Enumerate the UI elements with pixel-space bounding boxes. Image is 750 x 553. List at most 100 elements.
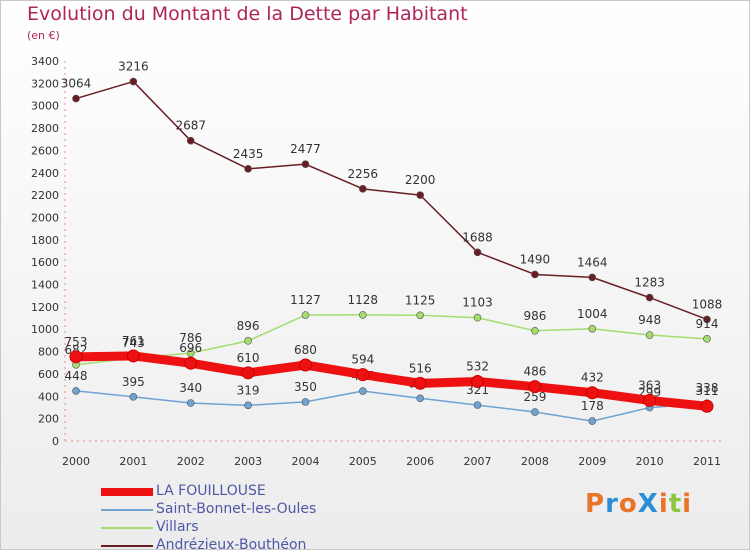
data-point-la-fouillouse	[585, 386, 599, 400]
y-tick-label: 3400	[31, 55, 59, 68]
data-label-la-fouillouse: 363	[638, 378, 661, 392]
legend-label: LA FOUILLOUSE	[156, 483, 266, 499]
data-label-saint-bonnet-les-oules: 395	[122, 375, 145, 389]
data-label-la-fouillouse: 432	[581, 371, 604, 385]
logo-letter: t	[668, 489, 683, 519]
data-point-saint-bonnet-les-oules	[129, 393, 138, 401]
data-point-la-fouillouse	[356, 368, 370, 382]
data-label-andr-zieux-bouth-on: 1490	[520, 252, 551, 266]
data-point-saint-bonnet-les-oules	[301, 398, 310, 406]
series-line-andr-zieux-bouth-on	[75, 80, 708, 321]
x-tick-label: 2003	[234, 455, 262, 468]
data-point-andr-zieux-bouth-on	[416, 191, 424, 199]
data-point-la-fouillouse	[528, 380, 542, 394]
data-label-saint-bonnet-les-oules: 178	[581, 399, 604, 413]
series-line-saint-bonnet-les-oules	[75, 390, 708, 422]
data-point-andr-zieux-bouth-on	[129, 77, 138, 86]
data-label-la-fouillouse: 532	[466, 360, 489, 374]
data-point-saint-bonnet-les-oules	[416, 394, 424, 403]
data-point-villars	[588, 324, 597, 333]
data-point-andr-zieux-bouth-on	[645, 293, 654, 302]
data-label-andr-zieux-bouth-on: 2200	[405, 173, 436, 187]
data-point-saint-bonnet-les-oules	[473, 401, 482, 409]
data-label-villars: 1103	[462, 296, 493, 310]
x-tick-label: 2008	[521, 455, 549, 468]
y-tick-label: 200	[38, 413, 59, 426]
x-tick-label: 2006	[406, 455, 434, 468]
data-point-la-fouillouse	[298, 358, 312, 372]
data-label-andr-zieux-bouth-on: 1283	[634, 276, 665, 290]
data-label-villars: 896	[237, 319, 260, 333]
data-label-la-fouillouse: 761	[122, 334, 145, 348]
data-label-villars: 1127	[290, 293, 321, 307]
data-label-la-fouillouse: 696	[179, 341, 202, 355]
data-point-la-fouillouse	[700, 399, 714, 413]
data-label-andr-zieux-bouth-on: 3216	[118, 60, 149, 74]
chart-title: Evolution du Montant de la Dette par Hab…	[27, 3, 468, 25]
data-label-andr-zieux-bouth-on: 2687	[175, 119, 206, 133]
logo-letter: X	[637, 489, 659, 519]
x-tick-label: 2009	[578, 455, 606, 468]
data-label-la-fouillouse: 753	[65, 335, 88, 349]
data-point-villars	[645, 331, 654, 339]
data-point-la-fouillouse	[413, 376, 427, 390]
y-tick-label: 600	[38, 368, 59, 381]
data-point-villars	[416, 311, 424, 320]
data-label-andr-zieux-bouth-on: 2477	[290, 142, 321, 156]
data-point-la-fouillouse	[69, 350, 83, 364]
data-label-villars: 1128	[348, 293, 379, 307]
y-tick-label: 1200	[31, 301, 59, 314]
data-point-villars	[301, 311, 310, 319]
legend-swatch	[101, 527, 153, 529]
data-label-la-fouillouse: 486	[523, 365, 546, 379]
data-label-la-fouillouse: 594	[351, 353, 374, 367]
y-tick-label: 3200	[31, 77, 59, 90]
data-point-la-fouillouse	[643, 393, 657, 407]
y-tick-label: 1000	[31, 323, 59, 336]
data-point-villars	[359, 311, 367, 319]
logo-letter: P	[585, 489, 606, 519]
data-point-andr-zieux-bouth-on	[588, 273, 597, 282]
data-label-la-fouillouse: 516	[409, 361, 432, 375]
x-tick-label: 2007	[464, 455, 492, 468]
legend-label: Villars	[156, 519, 199, 535]
x-tick-label: 2000	[62, 455, 90, 468]
data-point-andr-zieux-bouth-on	[359, 185, 367, 193]
y-tick-label: 0	[52, 435, 59, 448]
data-point-villars	[703, 335, 711, 343]
y-tick-label: 2000	[31, 211, 59, 224]
data-point-la-fouillouse	[471, 375, 485, 389]
y-tick-label: 1800	[31, 234, 59, 247]
data-point-andr-zieux-bouth-on	[186, 136, 195, 145]
data-point-andr-zieux-bouth-on	[473, 248, 482, 257]
legend-swatch	[101, 509, 153, 511]
data-label-andr-zieux-bouth-on: 2435	[233, 147, 264, 161]
logo-letter: i	[682, 489, 693, 519]
logo-letter: r	[605, 489, 619, 519]
legend-swatch	[101, 488, 153, 496]
y-tick-label: 400	[38, 390, 59, 403]
y-tick-label: 2200	[31, 189, 59, 202]
data-label-saint-bonnet-les-oules: 340	[179, 381, 202, 395]
data-point-villars	[186, 349, 195, 357]
data-label-villars: 743	[122, 336, 145, 350]
data-label-saint-bonnet-les-oules: 448	[65, 369, 88, 383]
y-tick-label: 1600	[31, 256, 59, 269]
data-point-saint-bonnet-les-oules	[531, 408, 539, 416]
data-point-saint-bonnet-les-oules	[186, 399, 195, 407]
x-tick-label: 2010	[636, 455, 664, 468]
data-point-la-fouillouse	[184, 356, 198, 370]
data-point-saint-bonnet-les-oules	[244, 401, 252, 410]
data-label-la-fouillouse: 311	[696, 384, 719, 398]
data-point-saint-bonnet-les-oules	[359, 387, 367, 395]
data-point-villars	[531, 326, 539, 335]
data-label-villars: 986	[523, 309, 546, 323]
series-line-la-fouillouse	[71, 351, 712, 411]
x-tick-label: 2005	[349, 455, 377, 468]
y-tick-label: 800	[38, 346, 59, 359]
x-tick-label: 2011	[693, 455, 721, 468]
y-tick-label: 2600	[31, 144, 59, 157]
data-label-andr-zieux-bouth-on: 2256	[348, 167, 379, 181]
data-point-andr-zieux-bouth-on	[244, 165, 252, 173]
